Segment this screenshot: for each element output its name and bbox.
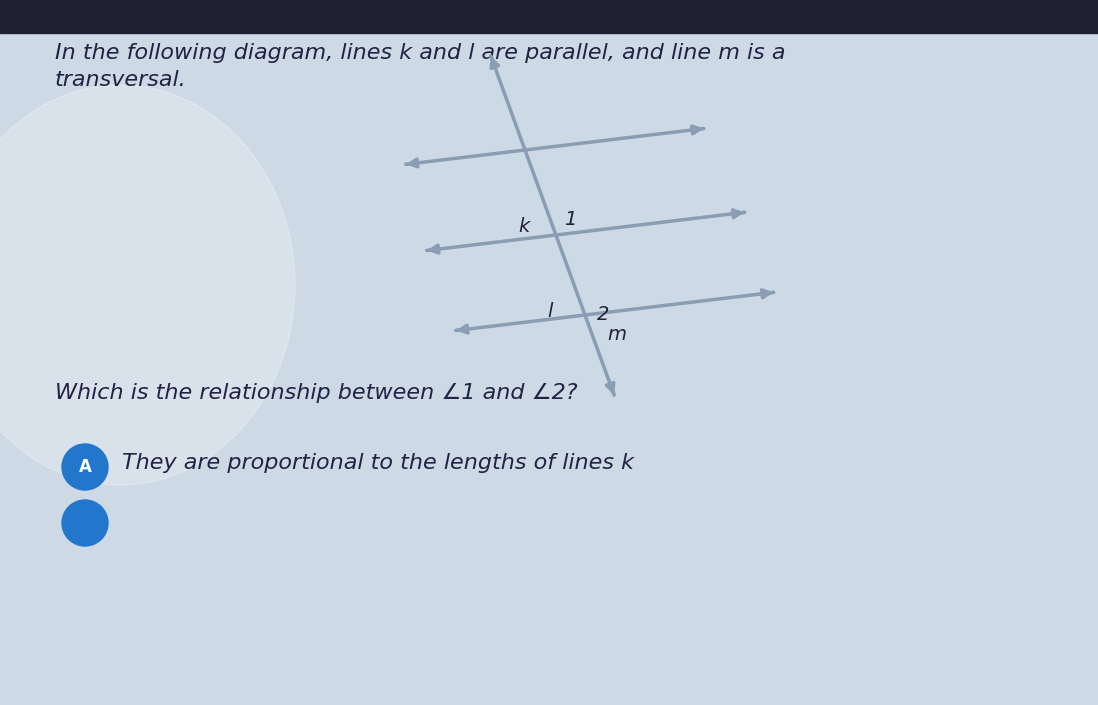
Text: l: l [547, 302, 552, 321]
Text: They are proportional to the lengths of lines k: They are proportional to the lengths of … [122, 453, 634, 473]
Bar [0, 0, 1098, 33]
Text: 2: 2 [597, 305, 609, 324]
Text: Which is the relationship between ∠1 and ∠2?: Which is the relationship between ∠1 and… [55, 383, 578, 403]
Circle shape [61, 500, 108, 546]
Ellipse shape [0, 85, 295, 485]
Text: In the following diagram, lines k and l are parallel, and line m is a: In the following diagram, lines k and l … [55, 43, 785, 63]
Text: k: k [518, 217, 529, 236]
Text: 1: 1 [564, 210, 576, 229]
Text: m: m [607, 325, 626, 344]
Text: transversal.: transversal. [55, 70, 187, 90]
Text: A: A [79, 458, 91, 476]
Circle shape [61, 444, 108, 490]
